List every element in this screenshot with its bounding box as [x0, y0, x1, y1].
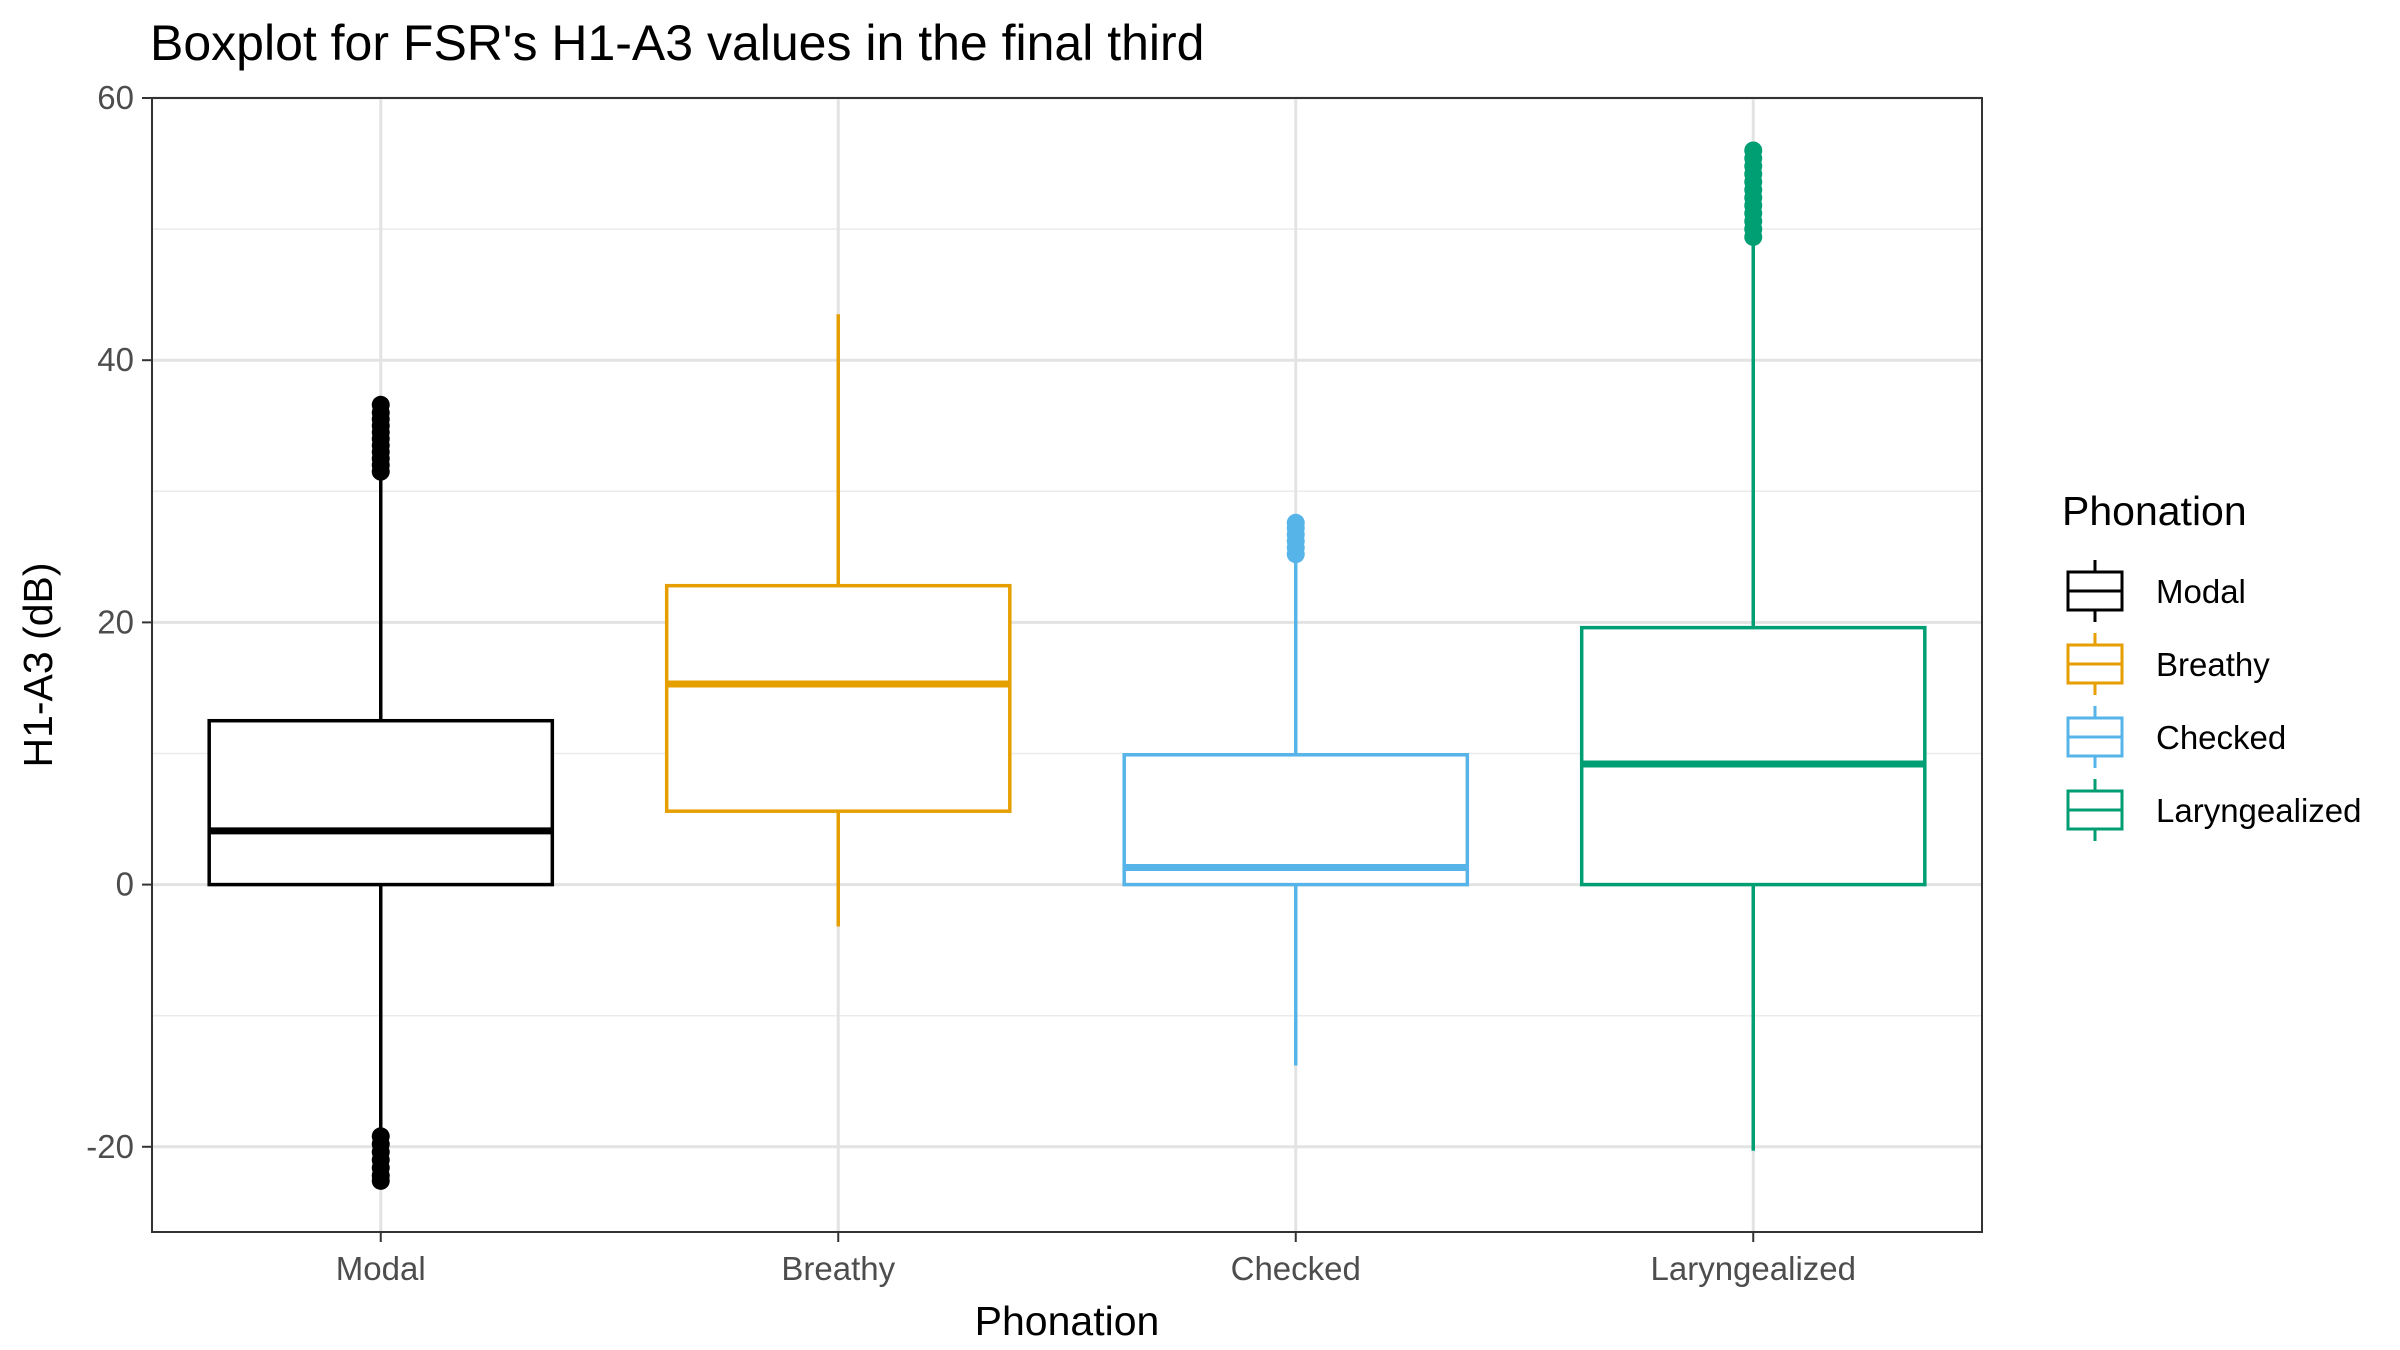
x-tick-label: Breathy	[781, 1250, 895, 1287]
x-axis-title: Phonation	[975, 1298, 1160, 1344]
legend-label: Checked	[2156, 719, 2286, 756]
x-tick-label: Modal	[336, 1250, 426, 1287]
legend-item-laryngealized: Laryngealized	[2066, 779, 2361, 841]
box-breathy	[664, 314, 1012, 927]
plot-panel-border	[151, 97, 1983, 1233]
box-iqr	[1579, 625, 1927, 887]
box-modal	[207, 395, 555, 1190]
box-iqr	[207, 718, 555, 887]
legend-title: Phonation	[2062, 488, 2247, 534]
y-axis-title: H1-A3 (dB)	[15, 562, 61, 767]
legend: Phonation Modal Breathy Checked Laryngealiz…	[2062, 488, 2361, 841]
y-tick-label: 60	[97, 79, 134, 116]
box-layer	[207, 141, 1927, 1190]
box-iqr	[1122, 753, 1470, 887]
legend-label: Breathy	[2156, 646, 2270, 683]
y-tick-label: 20	[97, 603, 134, 640]
box-checked	[1122, 513, 1470, 1066]
y-tick-label: 0	[116, 866, 134, 903]
axes: -20 0 20 40 60 Modal Breathy Checked Laryngealiz…	[86, 79, 1856, 1287]
outlier-point	[371, 395, 390, 414]
outlier-point	[1744, 141, 1763, 160]
chart-title: Boxplot for FSR's H1-A3 values in the fi…	[150, 15, 1204, 71]
outlier-point	[371, 1171, 390, 1190]
y-tick-label: -20	[86, 1128, 134, 1165]
x-tick-label: Laryngealized	[1651, 1250, 1856, 1287]
y-tick-label: 40	[97, 341, 134, 378]
legend-item-breathy: Breathy	[2066, 633, 2270, 695]
legend-label: Modal	[2156, 573, 2246, 610]
legend-label: Laryngealized	[2156, 792, 2361, 829]
outlier-point	[1286, 513, 1305, 532]
legend-item-modal: Modal	[2066, 560, 2246, 622]
box-iqr	[664, 583, 1012, 813]
x-tick-label: Checked	[1231, 1250, 1361, 1287]
legend-item-checked: Checked	[2066, 706, 2286, 768]
box-laryngealized	[1579, 141, 1927, 1151]
